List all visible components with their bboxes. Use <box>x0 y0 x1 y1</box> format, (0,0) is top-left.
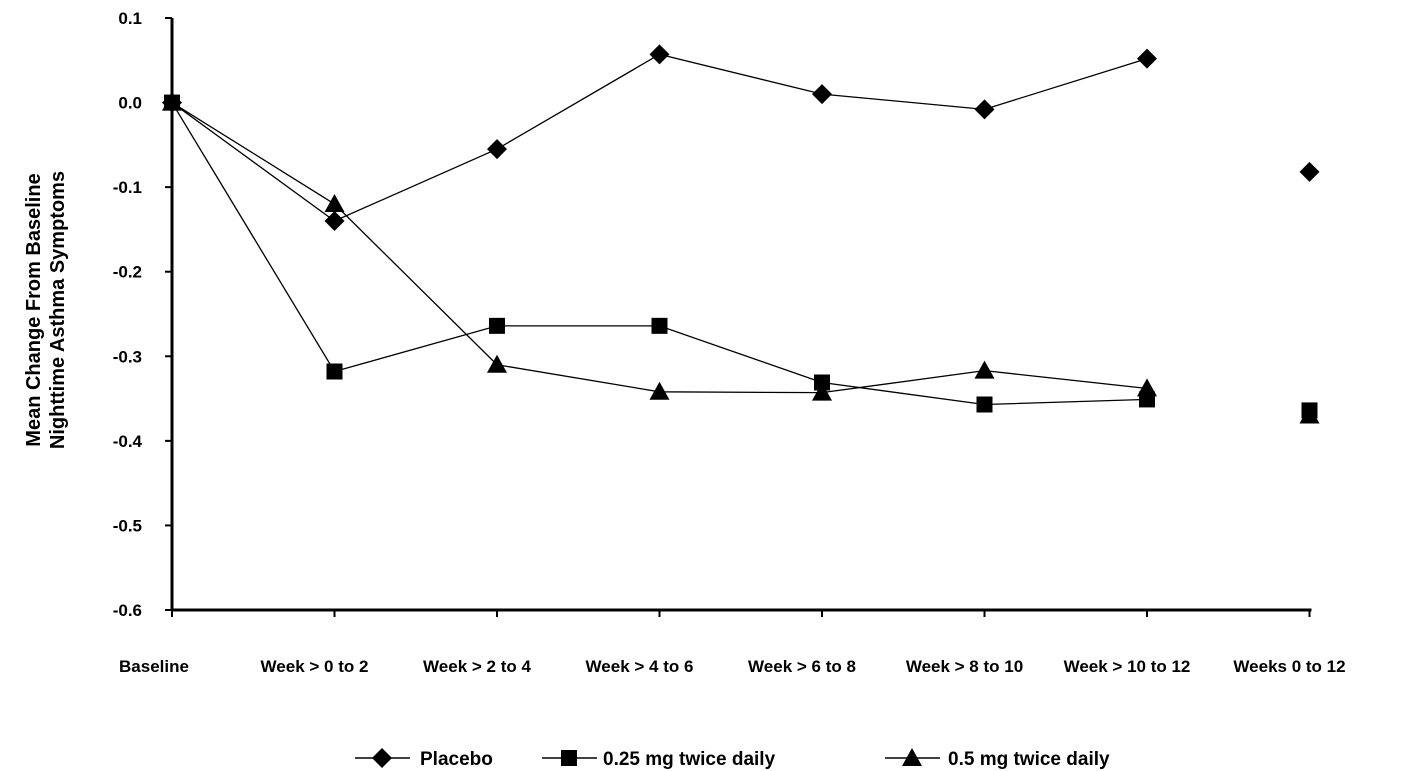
series-lines <box>171 53 1148 406</box>
x-tick-label: Week > 8 to 10 <box>906 657 1023 676</box>
square-point <box>814 374 830 391</box>
x-ticks: Baseline Week > 0 to 2 Week > 2 to 4 Week >… <box>119 610 1346 676</box>
y-tick-label: -0.6 <box>113 601 142 620</box>
series-markers <box>162 44 1320 424</box>
diamond-point <box>812 84 832 105</box>
legend-label: 0.5 mg twice daily <box>948 749 1110 770</box>
square-point <box>489 317 505 334</box>
y-axis-title: Mean Change From Baseline Nighttime Asth… <box>23 171 69 449</box>
square-point <box>651 317 668 334</box>
legend-label: 0.25 mg twice daily <box>603 749 776 770</box>
legend: Placebo 0.25 mg twice daily 0.5 mg twice d… <box>355 748 1110 770</box>
triangle-point <box>487 354 507 373</box>
diamond-point <box>487 139 507 160</box>
diamond-point <box>649 44 670 65</box>
x-tick-label: Week > 10 to 12 <box>1064 657 1191 676</box>
y-tick-label: -0.2 <box>113 263 142 282</box>
triangle-point <box>1137 378 1157 397</box>
x-tick-label: Week > 4 to 6 <box>586 657 694 676</box>
y-tick-label: -0.5 <box>113 516 142 535</box>
series-line-diamond <box>171 53 1148 222</box>
x-tick-label: Weeks 0 to 12 <box>1233 657 1345 676</box>
diamond-point <box>1299 161 1320 182</box>
y-tick-label: 0.1 <box>118 9 142 28</box>
legend-label: Placebo <box>420 749 493 770</box>
triangle-point <box>812 382 832 401</box>
square-point <box>976 396 993 413</box>
x-tick-label: Week > 6 to 8 <box>748 657 856 676</box>
legend-marker-triangle <box>902 748 922 766</box>
square-point <box>326 363 343 380</box>
legend-marker-square <box>561 750 577 766</box>
triangle-point <box>162 92 182 111</box>
diamond-point <box>1137 48 1157 69</box>
series-line-triangle <box>171 102 1148 394</box>
diamond-point <box>324 210 345 231</box>
x-tick-label: Week > 0 to 2 <box>261 657 369 676</box>
triangle-point <box>324 194 345 213</box>
triangle-point <box>649 381 670 400</box>
triangle-point <box>974 360 995 379</box>
triangle-point <box>1299 405 1320 424</box>
x-tick-label: Week > 2 to 4 <box>423 657 531 676</box>
y-ticks: 0.1 0.0 -0.1 -0.2 -0.3 -0.4 -0.5 -0.6 <box>113 9 172 620</box>
y-axis-title-line-1: Mean Change From Baseline <box>23 173 45 446</box>
series-line-square <box>171 102 1148 406</box>
y-tick-label: -0.4 <box>113 432 143 451</box>
y-tick-label: 0.0 <box>118 94 142 113</box>
y-tick-label: -0.1 <box>113 178 142 197</box>
y-axis-title-line-2: Nighttime Asthma Symptoms <box>47 171 69 449</box>
diamond-point <box>974 99 995 120</box>
y-tick-label: -0.3 <box>113 347 142 366</box>
axes <box>170 18 1312 612</box>
x-tick-label: Baseline <box>119 657 189 676</box>
legend-marker-diamond <box>372 748 392 768</box>
